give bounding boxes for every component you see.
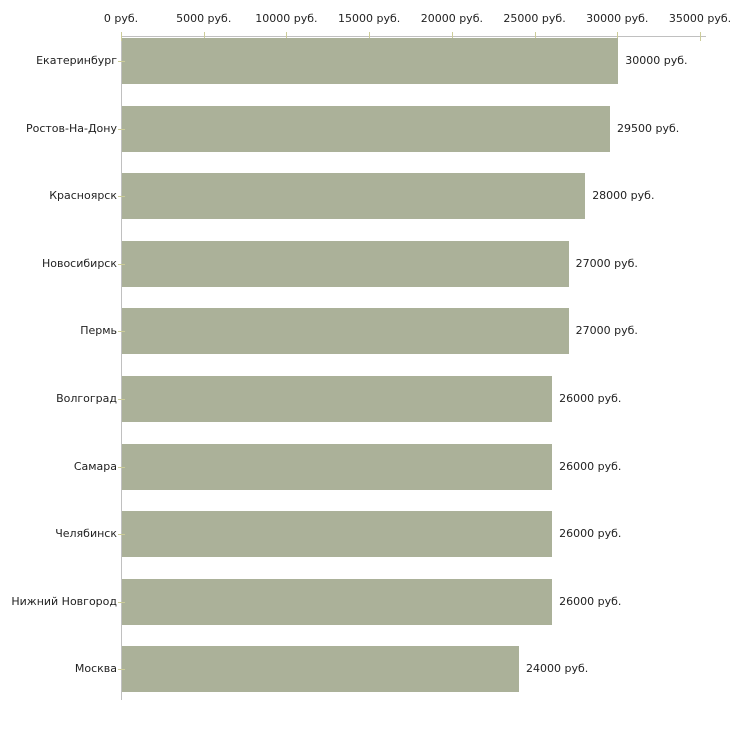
value-label: 26000 руб. — [559, 594, 622, 608]
y-axis-tick-mark — [118, 196, 125, 198]
x-axis-tick-label: 35000 руб. — [668, 12, 730, 25]
value-label: 30000 руб. — [625, 54, 688, 67]
y-axis-tick-mark — [118, 669, 125, 671]
bar — [122, 308, 569, 355]
value-label: 28000 руб. — [592, 189, 655, 203]
value-label: 26000 руб. — [559, 459, 622, 473]
category-label: Челябинск — [55, 527, 117, 541]
bar — [122, 646, 520, 693]
value-label: 24000 руб. — [526, 662, 589, 676]
category-label: Екатеринбург — [36, 54, 117, 67]
x-axis-tick-label: 5000 руб. — [176, 12, 232, 25]
x-axis-tick-label: 20000 руб. — [420, 12, 483, 25]
y-axis-tick-mark — [118, 466, 125, 468]
value-label: 29500 руб. — [617, 121, 680, 135]
y-axis-tick-mark — [118, 601, 125, 603]
bar — [122, 443, 553, 490]
x-axis-tick-label: 10000 руб. — [255, 12, 318, 25]
x-axis-line — [121, 36, 706, 37]
value-label: 27000 руб. — [575, 324, 638, 338]
x-axis-tick-label: 0 руб. — [103, 12, 139, 25]
x-axis-tick-mark — [203, 32, 205, 41]
category-label: Нижний Новгород — [11, 594, 117, 608]
bar — [122, 240, 569, 287]
category-label: Красноярск — [49, 189, 117, 203]
y-axis-line — [121, 36, 122, 700]
x-axis-tick-label: 25000 руб. — [503, 12, 566, 25]
bar — [122, 105, 610, 152]
bar — [122, 173, 586, 220]
y-axis-tick-mark — [118, 263, 125, 265]
category-label: Москва — [74, 662, 117, 676]
bar — [122, 38, 619, 84]
x-axis-tick-label: 15000 руб. — [338, 12, 401, 25]
x-axis-tick-mark — [286, 32, 288, 41]
y-axis-tick-mark — [118, 61, 125, 62]
y-axis-tick-mark — [118, 399, 125, 400]
x-axis-tick-mark — [369, 32, 371, 41]
category-label: Новосибирск — [41, 256, 117, 270]
x-axis-tick-mark — [617, 32, 619, 41]
category-label: Самара — [73, 459, 117, 473]
category-label: Ростов-На-Дону — [25, 121, 117, 135]
x-axis-tick-mark — [700, 32, 701, 41]
bar — [122, 511, 553, 558]
x-axis-tick-mark — [534, 32, 536, 41]
y-axis-tick-mark — [118, 534, 125, 536]
x-axis-tick-mark — [451, 32, 453, 41]
value-label: 27000 руб. — [575, 256, 638, 270]
x-axis-tick-mark — [121, 32, 122, 41]
y-axis-tick-mark — [118, 128, 125, 130]
category-label: Волгоград — [56, 392, 117, 405]
y-axis-tick-mark — [118, 331, 125, 333]
value-label: 26000 руб. — [559, 392, 622, 405]
bar — [122, 376, 553, 422]
value-label: 26000 руб. — [559, 527, 622, 541]
bar — [122, 578, 553, 625]
category-label: Пермь — [80, 324, 117, 338]
x-axis-tick-label: 30000 руб. — [586, 12, 649, 25]
